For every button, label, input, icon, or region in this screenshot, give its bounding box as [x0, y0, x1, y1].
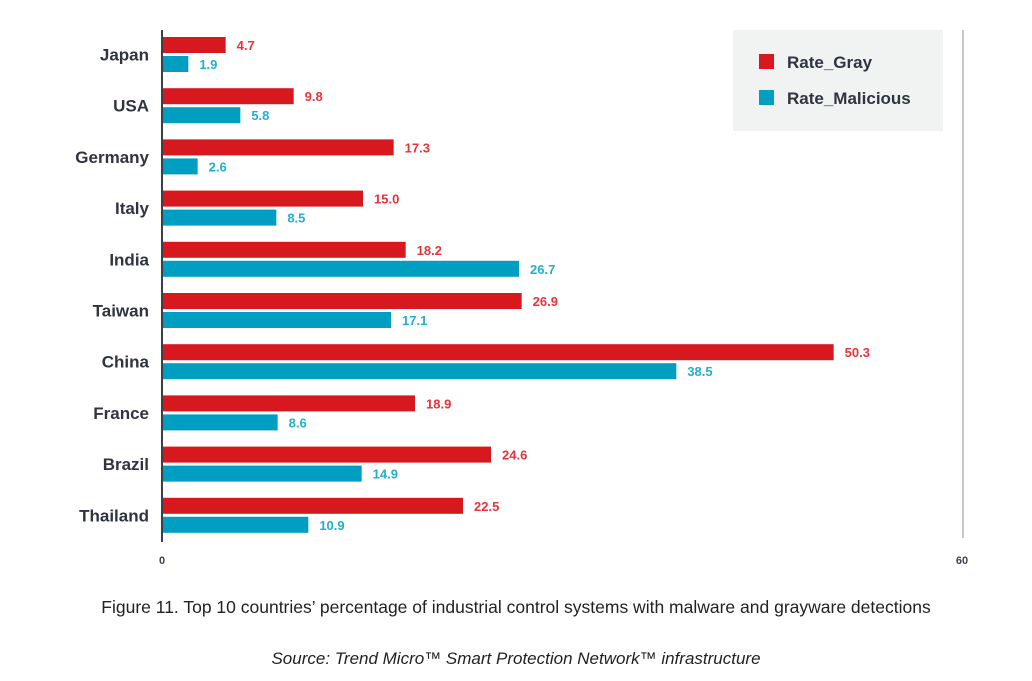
- legend-background: [733, 30, 943, 131]
- category-group: China 50.3 38.5: [102, 344, 870, 380]
- bar-rate-gray: [163, 37, 226, 53]
- bar-rate-gray: [163, 497, 463, 514]
- category-label: Germany: [75, 148, 149, 167]
- bar-chart: Japan 4.7 1.9 USA 9.8 5.8 Germany 17.3 2.6 Italy 1…: [75, 30, 968, 567]
- data-label: 5.8: [251, 108, 269, 123]
- bar-rate-malicious: [163, 56, 189, 72]
- legend: Rate_Gray Rate_Malicious: [733, 30, 943, 131]
- data-label: 8.5: [287, 211, 305, 226]
- bar-rate-malicious: [163, 414, 278, 431]
- legend-swatch: [759, 54, 774, 69]
- data-label: 9.8: [305, 89, 323, 104]
- data-label: 26.7: [530, 262, 555, 277]
- bar-rate-malicious: [163, 363, 677, 380]
- bar-rate-gray: [163, 139, 394, 156]
- bar-rate-gray: [163, 190, 363, 207]
- data-label: 26.9: [533, 294, 558, 309]
- data-label: 17.1: [402, 313, 427, 328]
- category-group: Japan 4.7 1.9: [100, 37, 255, 72]
- category-label: Italy: [115, 199, 150, 218]
- bar-rate-malicious: [163, 158, 198, 175]
- data-label: 2.6: [209, 159, 227, 174]
- category-label: Japan: [100, 46, 149, 65]
- bar-rate-malicious: [163, 312, 391, 328]
- bar-rate-gray: [163, 241, 406, 258]
- legend-item: Rate_Malicious: [759, 89, 911, 108]
- bar-rate-gray: [163, 446, 491, 463]
- bar-rate-malicious: [163, 260, 519, 277]
- bar-rate-malicious: [163, 107, 241, 124]
- data-label: 4.7: [237, 38, 255, 53]
- legend-item: Rate_Gray: [759, 53, 873, 72]
- category-label: India: [109, 250, 149, 269]
- category-label: Thailand: [79, 506, 149, 525]
- bar-rate-malicious: [163, 465, 362, 482]
- data-label: 22.5: [474, 499, 499, 514]
- bar-rate-gray: [163, 293, 522, 309]
- category-label: USA: [113, 97, 149, 116]
- figure-caption: Figure 11. Top 10 countries’ percentage …: [101, 597, 931, 617]
- category-group: France 18.9 8.6: [93, 395, 451, 431]
- category-group: Brazil 24.6 14.9: [103, 446, 527, 482]
- category-label: China: [102, 353, 150, 372]
- category-label: Brazil: [103, 455, 149, 474]
- bars-layer: Japan 4.7 1.9 USA 9.8 5.8 Germany 17.3 2.6 Italy 1…: [75, 37, 870, 533]
- x-tick-label: 0: [159, 555, 165, 567]
- bar-rate-malicious: [163, 209, 277, 226]
- data-label: 17.3: [405, 140, 430, 155]
- data-label: 18.9: [426, 396, 451, 411]
- category-group: Germany 17.3 2.6: [75, 139, 430, 175]
- data-label: 1.9: [199, 57, 217, 72]
- data-label: 38.5: [687, 364, 712, 379]
- category-label: France: [93, 404, 149, 423]
- category-group: India 18.2 26.7: [109, 241, 555, 277]
- category-label: Taiwan: [93, 302, 149, 321]
- category-group: Thailand 22.5 10.9: [79, 497, 499, 533]
- data-label: 14.9: [373, 467, 398, 482]
- x-axis-ticks: 0 60: [159, 555, 968, 567]
- legend-swatch: [759, 90, 774, 105]
- bar-rate-gray: [163, 344, 834, 361]
- category-group: Italy 15.0 8.5: [115, 190, 399, 226]
- data-label: 15.0: [374, 192, 399, 207]
- data-label: 18.2: [417, 243, 442, 258]
- data-label: 50.3: [845, 345, 870, 360]
- bar-rate-gray: [163, 395, 415, 412]
- source-caption: Source: Trend Micro™ Smart Protection Ne…: [271, 649, 761, 668]
- bar-rate-gray: [163, 88, 294, 105]
- bar-rate-malicious: [163, 516, 309, 533]
- data-label: 8.6: [289, 415, 307, 430]
- data-label: 24.6: [502, 448, 527, 463]
- x-tick-label: 60: [956, 555, 968, 567]
- data-label: 10.9: [319, 518, 344, 533]
- legend-label: Rate_Gray: [787, 53, 873, 72]
- legend-label: Rate_Malicious: [787, 89, 911, 108]
- category-group: Taiwan 26.9 17.1: [93, 293, 558, 328]
- category-group: USA 9.8 5.8: [113, 88, 323, 124]
